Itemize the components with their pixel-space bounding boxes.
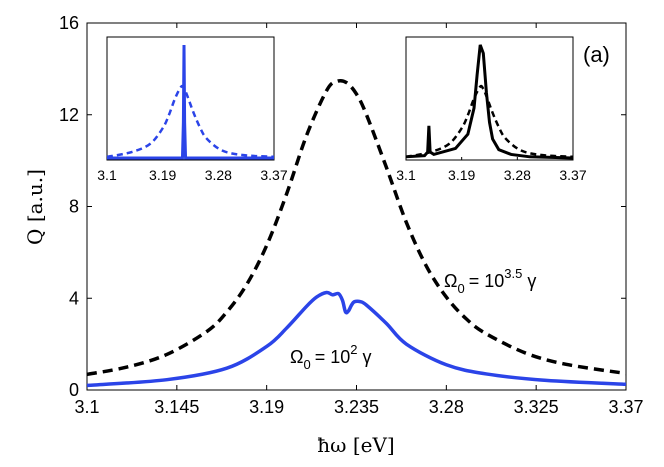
omega-small-sub: 0 [303,357,310,372]
omega-small-mid: = 10 [315,347,351,367]
main-plot-lines [86,78,627,388]
omega-large-sub: 0 [457,281,464,296]
inset-left: 3.1 3.19 3.28 3.37 [97,36,288,183]
omega-large-base: Ω [444,271,457,291]
x-tick-label: 3.19 [249,397,284,417]
inset-x-tick-label: 3.1 [396,167,416,183]
panel-label: (a) [583,42,610,67]
inset-right-series-1 [405,44,574,160]
omega-small-sup: 2 [350,342,357,357]
omega-large-sup: 3.5 [504,266,522,281]
series-line-1 [86,290,627,388]
inset-left-frame [106,36,275,161]
inset-left-series-0 [106,84,275,159]
inset-right: 3.1 3.19 3.28 3.37 [396,36,587,183]
x-tick-label: 3.1 [74,397,99,417]
inset-x-tick-label: 3.1 [97,167,117,183]
y-tick-label: 8 [69,197,79,217]
y-tick-label: 16 [59,13,79,33]
x-tick-label: 3.28 [429,397,464,417]
y-tick-label: 0 [69,380,79,400]
inset-x-tick-label: 3.28 [205,167,232,183]
omega-small-tail: γ [357,347,371,367]
annotation-omega-small: Ω0 = 102 γ [290,342,372,372]
inset-x-tick-label: 3.37 [260,167,287,183]
omega-large-mid: = 10 [469,271,505,291]
x-axis-label: ħω [eV] [317,433,394,457]
main-axis-ticks: 3.1 3.145 3.19 3.235 3.28 3.325 3.37 0 4 8 12 16 [59,13,644,417]
annotation-omega-large: Ω0 = 103.5 γ [444,266,536,296]
y-tick-label: 4 [69,288,79,308]
inset-right-series-0 [405,84,574,159]
omega-large-tail: γ [522,271,536,291]
omega-small-base: Ω [290,347,303,367]
inset-x-tick-label: 3.19 [149,167,176,183]
inset-x-tick-label: 3.28 [504,167,531,183]
x-tick-label: 3.37 [608,397,643,417]
inset-right-frame [405,36,574,161]
inset-left-series-1 [107,44,274,160]
series-line-0 [86,78,627,377]
x-tick-label: 3.235 [334,397,379,417]
y-tick-label: 12 [59,105,79,125]
inset-x-tick-label: 3.37 [559,167,586,183]
inset-x-tick-label: 3.19 [448,167,475,183]
y-axis-label: Q [a.u.] [23,169,47,245]
x-tick-label: 3.325 [514,397,559,417]
x-tick-label: 3.145 [154,397,199,417]
